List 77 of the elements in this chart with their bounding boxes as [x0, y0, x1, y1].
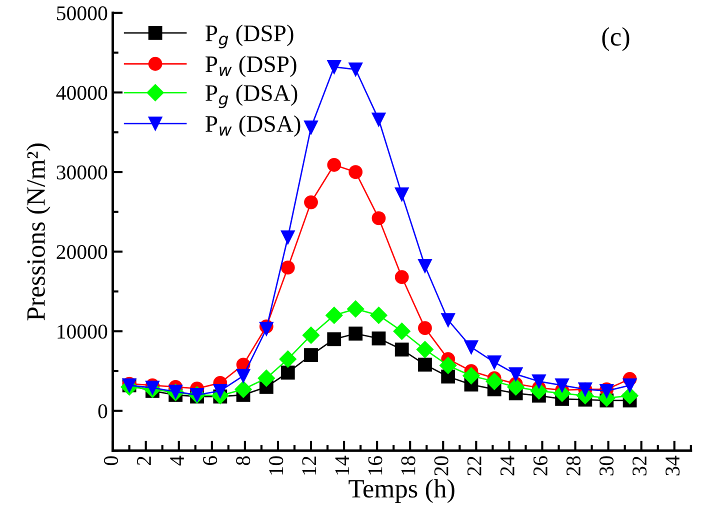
point: [372, 211, 386, 226]
y-tick-label: 30000: [56, 165, 108, 180]
point: [462, 367, 480, 384]
x-tick-label: 8: [236, 456, 250, 466]
x-tick-label: 24: [500, 456, 514, 476]
point: [327, 158, 342, 172]
point: [621, 387, 638, 404]
point: [280, 260, 295, 275]
y-tick-label: 20000: [56, 245, 108, 260]
point: [304, 348, 318, 362]
point: [304, 120, 318, 134]
annotation: (c): [602, 27, 630, 52]
x-tick-label: 30: [599, 456, 614, 476]
x-tick-label: 28: [566, 456, 580, 476]
point: [347, 300, 364, 318]
x-tick-label: 34: [666, 456, 680, 476]
x-tick-label: 2: [137, 456, 151, 465]
point: [258, 370, 275, 387]
x-tick-label: 22: [467, 456, 482, 476]
x-tick-label: 20: [434, 456, 448, 476]
point: [393, 322, 410, 340]
point: [464, 340, 478, 354]
x-tick-label: 26: [533, 456, 548, 476]
point: [487, 355, 502, 370]
point: [394, 270, 409, 284]
point: [507, 378, 524, 396]
x-tick-label: 6: [203, 456, 218, 466]
point: [236, 368, 250, 383]
y-axis-title: Pressions (N/m²): [26, 144, 50, 320]
point: [394, 342, 409, 356]
point: [418, 321, 432, 335]
legend-label: P$_{w}$ (DSP): [206, 56, 296, 78]
x-tick-label: 16: [368, 456, 382, 474]
point: [440, 356, 457, 374]
x-tick-label: 14: [335, 456, 350, 474]
point: [259, 322, 274, 336]
point: [326, 306, 343, 324]
point: [372, 112, 386, 126]
point: [418, 358, 432, 372]
point: [348, 62, 363, 76]
point: [234, 380, 252, 398]
x-axis-title: Temps (h): [348, 479, 454, 504]
legend-label: P$_{w}$ (DSA): [206, 115, 300, 137]
point: [416, 340, 434, 358]
legend-label: P$_{g}$ (DSA): [206, 84, 298, 108]
point: [370, 306, 388, 324]
x-tick-label: 4: [170, 456, 184, 466]
y-tick-label: 40000: [56, 86, 108, 100]
y-tick-label: 10000: [58, 324, 108, 339]
x-tick-label: 10: [269, 456, 284, 474]
legend-label: P$_{g}$ (DSP): [206, 24, 294, 48]
point: [280, 366, 295, 380]
point: [348, 326, 363, 341]
point: [372, 331, 386, 346]
point: [622, 378, 637, 392]
point: [327, 332, 342, 346]
point: [348, 165, 363, 179]
y-tick-label: 0: [98, 404, 108, 418]
point: [441, 313, 456, 328]
point: [418, 259, 432, 273]
x-tick-label: 18: [401, 456, 416, 474]
point: [279, 350, 296, 368]
point: [280, 230, 295, 244]
point: [302, 326, 320, 344]
point: [486, 372, 503, 390]
point: [327, 60, 342, 74]
point: [394, 187, 409, 202]
point: [213, 384, 228, 398]
point: [441, 370, 456, 384]
y-tick-label: 50000: [57, 6, 108, 20]
x-tick-label: 32: [632, 456, 647, 476]
point: [532, 374, 546, 388]
x-tick-label: 12: [302, 456, 316, 474]
point: [555, 378, 570, 392]
point: [304, 195, 318, 210]
point: [508, 367, 523, 382]
x-tick-label: 0: [104, 456, 118, 466]
